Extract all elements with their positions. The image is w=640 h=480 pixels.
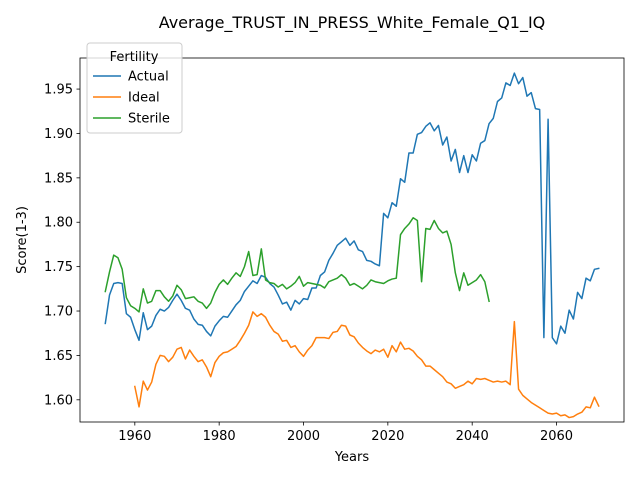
legend-label-sterile: Sterile	[128, 112, 170, 127]
x-tick-label: 2000	[287, 429, 320, 444]
y-axis-label: Score(1-3)	[15, 206, 30, 274]
y-tick-label: 1.75	[44, 260, 73, 275]
chart-title: Average_TRUST_IN_PRESS_White_Female_Q1_I…	[159, 13, 546, 33]
series-line-sterile	[104, 217, 490, 313]
legend-label-ideal: Ideal	[128, 91, 160, 106]
series-layer	[104, 72, 600, 419]
x-axis: 1960 1980 2000 2020 2040 2060	[118, 422, 573, 444]
x-tick-label: 1980	[203, 429, 236, 444]
y-tick-label: 1.60	[44, 393, 73, 408]
x-axis-label: Years	[334, 450, 370, 465]
y-tick-label: 1.65	[44, 349, 73, 364]
y-tick-label: 1.80	[44, 216, 73, 231]
legend-box	[86, 42, 183, 134]
x-tick-label: 1960	[118, 429, 151, 444]
y-tick-label: 1.85	[44, 171, 73, 186]
y-axis: 1.60 1.65 1.70 1.75 1.80 1.85 1.90 1.95	[44, 83, 80, 408]
y-tick-label: 1.95	[44, 83, 73, 98]
x-tick-label: 2060	[540, 429, 573, 444]
x-tick-label: 2020	[371, 429, 404, 444]
series-line-ideal	[133, 311, 600, 419]
y-tick-label: 1.90	[44, 127, 73, 142]
plot-frame	[79, 57, 625, 423]
legend-title: Fertility	[110, 50, 159, 65]
legend: Fertility Actual Ideal Sterile	[86, 42, 183, 134]
series-line-actual	[104, 72, 600, 345]
y-tick-label: 1.70	[44, 305, 73, 320]
x-tick-label: 2040	[456, 429, 489, 444]
legend-label-actual: Actual	[128, 70, 169, 85]
